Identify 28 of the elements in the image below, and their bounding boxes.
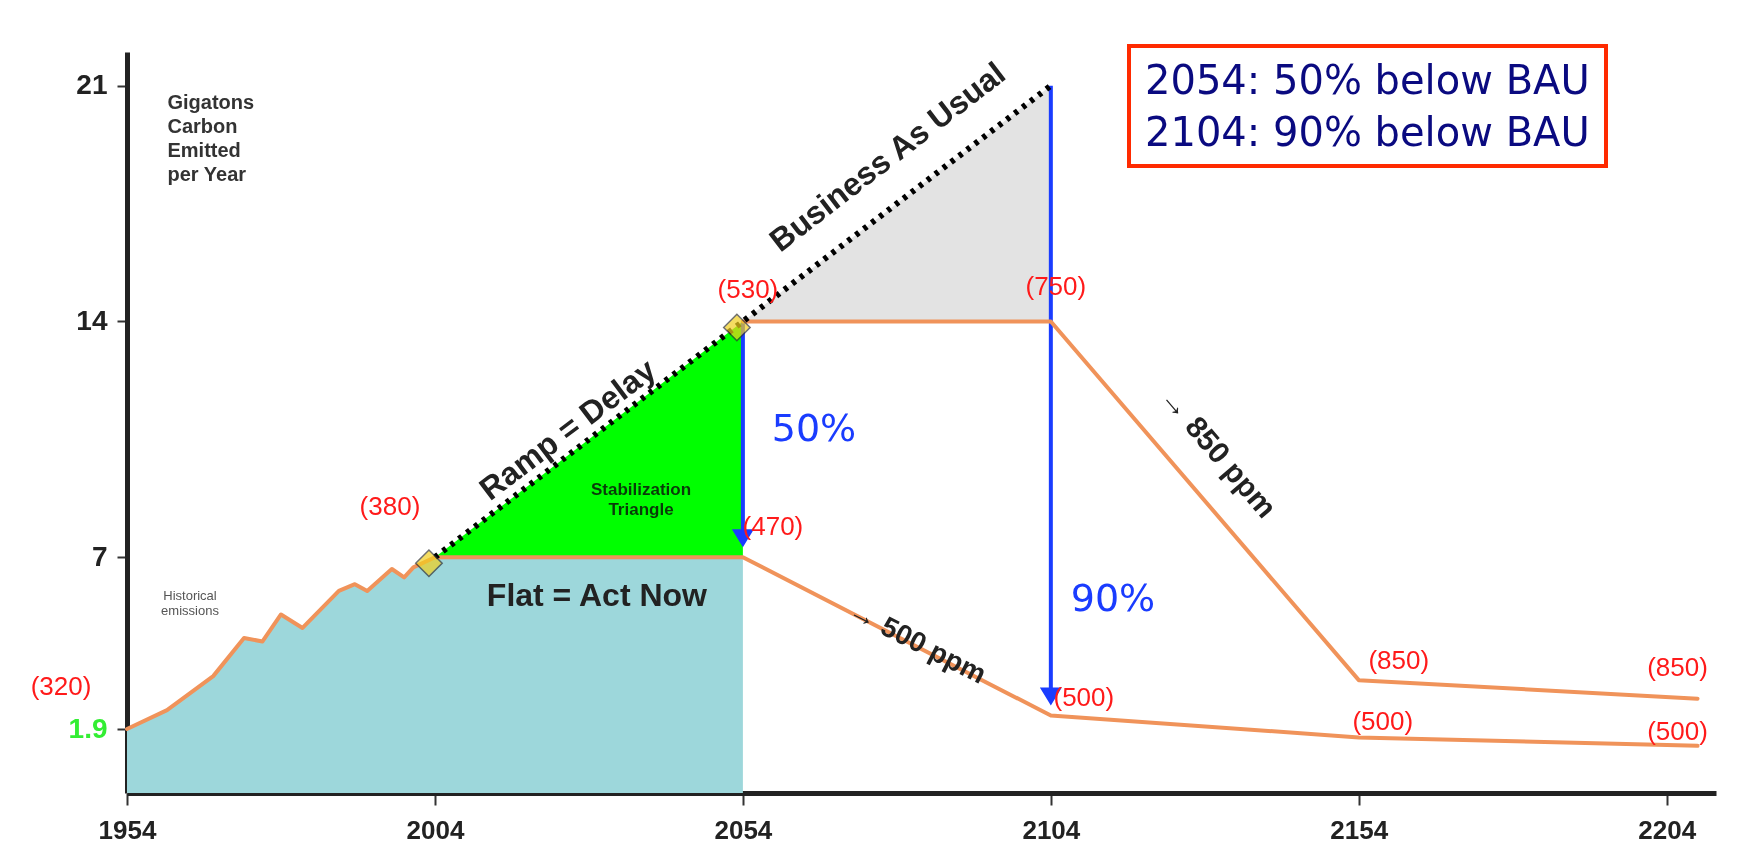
note-box: 2054: 50% below BAU 2104: 90% below BAU [1127, 44, 1608, 168]
annotation: 50% [771, 406, 857, 450]
annotation: (500) [1352, 706, 1414, 737]
annotation: Historical emissions [161, 588, 220, 618]
y-tick-label: 7 [91, 540, 108, 572]
y-axis-title: Gigatons Carbon Emitted per Year [167, 90, 255, 185]
annotation: (850) [1368, 645, 1430, 676]
annotation: (500) [1053, 681, 1115, 712]
x-tick-label: 2054 [714, 814, 773, 845]
annotation: Stabilization Triangle [590, 480, 692, 519]
annotation: (530) [717, 274, 779, 305]
x-tick-label: 2104 [1022, 814, 1081, 845]
x-tick-label: 1954 [98, 814, 157, 845]
x-tick-label: 2004 [406, 814, 465, 845]
annotation: 90% [1070, 576, 1156, 620]
x-tick-label: 2154 [1330, 814, 1389, 845]
annotation: Flat = Act Now [486, 577, 708, 614]
y-tick-label: 14 [76, 304, 108, 336]
annotation: (850) [1647, 651, 1708, 682]
y-tick-label: 21 [76, 69, 108, 101]
annotation: (320) [30, 671, 92, 701]
annotation: 2054: 50% below BAU [1145, 56, 1590, 105]
annotation: → 500 ppm [844, 594, 992, 690]
y-tick-label: 1.9 [68, 712, 108, 744]
x-tick-label: 2204 [1638, 814, 1697, 845]
annotation: 2104: 90% below BAU [1145, 108, 1590, 157]
annotation: (380) [359, 491, 421, 522]
annotation: (500) [1647, 715, 1708, 746]
